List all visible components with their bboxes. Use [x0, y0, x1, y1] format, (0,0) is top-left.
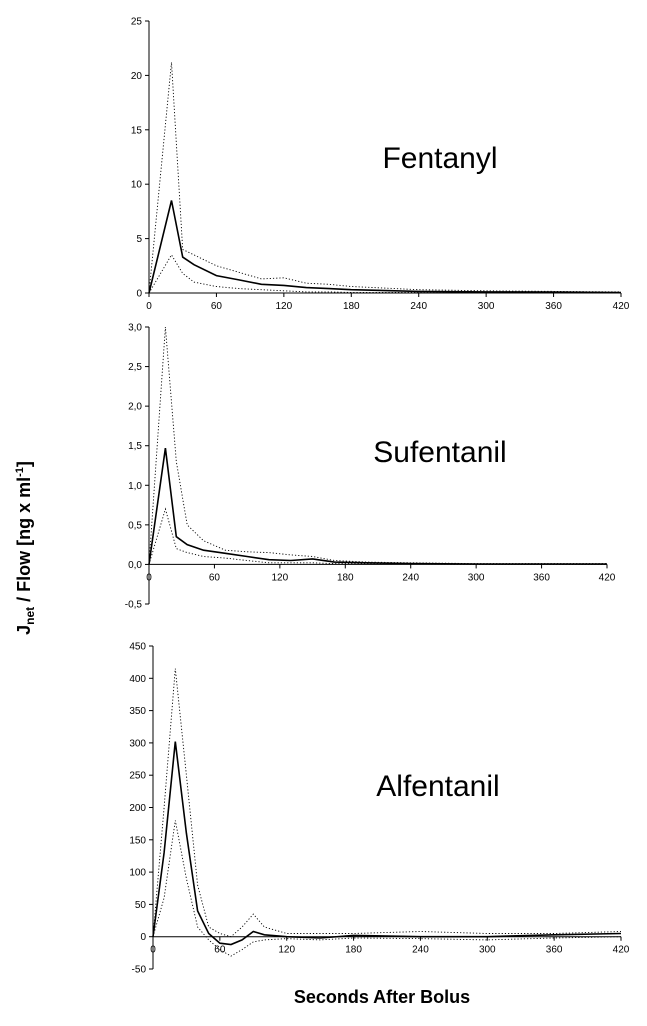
x-tick-label: 420 — [599, 572, 616, 583]
x-tick-label: 420 — [613, 945, 630, 956]
y-tick-label: 200 — [129, 803, 146, 814]
series-mean-line — [152, 741, 622, 946]
x-tick-label: 0 — [146, 301, 152, 312]
x-tick-label: 240 — [412, 945, 429, 956]
y-tick-label: 300 — [129, 738, 146, 749]
x-tick-label: 60 — [211, 301, 223, 312]
panel-title: Sufentanil — [373, 436, 506, 469]
y-tick-label: 20 — [131, 71, 143, 82]
panel-sufentanil: -0,5 0,0 0,5 1,0 1,5 2,0 2,5 3,0 0 60 120 180 240 300… — [125, 323, 616, 611]
x-tick-label: 180 — [343, 301, 360, 312]
y-tick-label: -0,5 — [125, 600, 143, 611]
y-tick-label: 0 — [136, 289, 142, 300]
panel-fentanyl: 0 5 10 15 20 25 0 60 120 180 240 300 360 420 Fentanyl — [131, 17, 630, 313]
y-tick-label: 450 — [129, 642, 146, 653]
panel-title: Fentanyl — [382, 142, 497, 175]
y-tick-label: 0 — [140, 932, 146, 943]
x-tick-label: 300 — [468, 572, 485, 583]
series-mean-line — [148, 447, 607, 565]
x-tick-label: 0 — [146, 572, 152, 583]
panel-title: Alfentanil — [376, 770, 499, 803]
x-tick-label: 60 — [209, 572, 221, 583]
y-tick-label: 1,0 — [128, 481, 142, 492]
y-tick-label: 2,5 — [128, 362, 142, 373]
series-mean-line — [148, 200, 622, 294]
y-tick-label: 5 — [136, 234, 142, 245]
y-tick-label: 10 — [131, 180, 143, 191]
series-upper-line — [148, 326, 607, 565]
y-tick-label: 1,5 — [128, 441, 142, 452]
y-tick-label: 2,0 — [128, 402, 142, 413]
y-tick-label: 350 — [129, 706, 146, 717]
series-lower-line — [148, 254, 621, 294]
series-upper-line — [148, 62, 622, 294]
y-tick-label: 0,5 — [128, 520, 142, 531]
y-tick-label: 3,0 — [128, 323, 142, 334]
y-tick-label: 50 — [135, 900, 147, 911]
y-tick-label: 100 — [129, 868, 146, 879]
y-tick-label: -50 — [132, 965, 147, 976]
x-tick-label: 180 — [345, 945, 362, 956]
y-tick-label: 15 — [131, 125, 143, 136]
y-tick-label: 400 — [129, 674, 146, 685]
x-tick-label: 120 — [276, 301, 293, 312]
y-tick-label: 0,0 — [128, 560, 142, 571]
y-tick-label: 25 — [131, 17, 143, 28]
series-lower-line — [152, 820, 622, 957]
x-tick-label: 360 — [533, 572, 550, 583]
x-tick-label: 120 — [272, 572, 289, 583]
x-tick-label: 180 — [337, 572, 354, 583]
x-axis-title: Seconds After Bolus — [294, 987, 470, 1007]
x-tick-label: 300 — [479, 945, 496, 956]
x-tick-label: 240 — [410, 301, 427, 312]
x-tick-label: 420 — [613, 301, 630, 312]
y-tick-label: 150 — [129, 835, 146, 846]
x-tick-label: 360 — [545, 301, 562, 312]
series-lower-line — [148, 507, 607, 565]
x-tick-label: 360 — [546, 945, 563, 956]
y-tick-label: 250 — [129, 771, 146, 782]
x-tick-label: 300 — [478, 301, 495, 312]
y-axis-title: Jnet / Flow [ng x ml-1] — [14, 461, 37, 635]
x-tick-label: 0 — [150, 945, 156, 956]
x-tick-label: 240 — [402, 572, 419, 583]
x-tick-label: 120 — [278, 945, 295, 956]
series-upper-line — [152, 668, 622, 938]
